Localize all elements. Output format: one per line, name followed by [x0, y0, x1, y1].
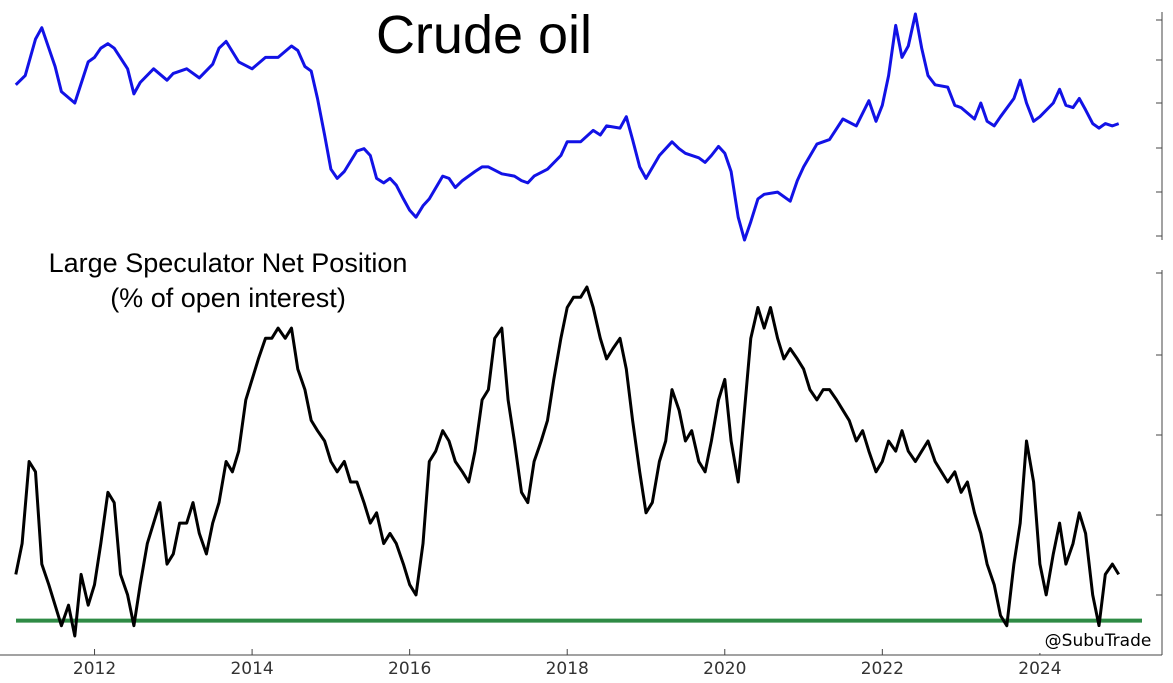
x-tick-label: 2020: [703, 659, 746, 679]
chart-title: Crude oil: [376, 5, 592, 65]
x-tick-label: 2014: [230, 659, 273, 679]
x-tick-label: 2022: [861, 659, 904, 679]
credit-text: @SubuTrade: [1045, 631, 1152, 651]
x-axis-ticks: 2012 2014 2016 2018 2020 2022 2024: [73, 649, 1062, 679]
speculator-net-position-line: [14, 285, 1120, 638]
x-tick-label: 2016: [388, 659, 431, 679]
x-tick-label: 2024: [1018, 659, 1061, 679]
x-tick-label: 2012: [73, 659, 116, 679]
panel-subtitle: (% of open interest): [110, 283, 346, 313]
credit-background: [1035, 627, 1159, 653]
right-axis-ticks: [1156, 19, 1162, 596]
x-tick-label: 2018: [546, 659, 589, 679]
crude-oil-price-line: [14, 12, 1120, 242]
panel-title: Large Speculator Net Position: [49, 248, 408, 278]
